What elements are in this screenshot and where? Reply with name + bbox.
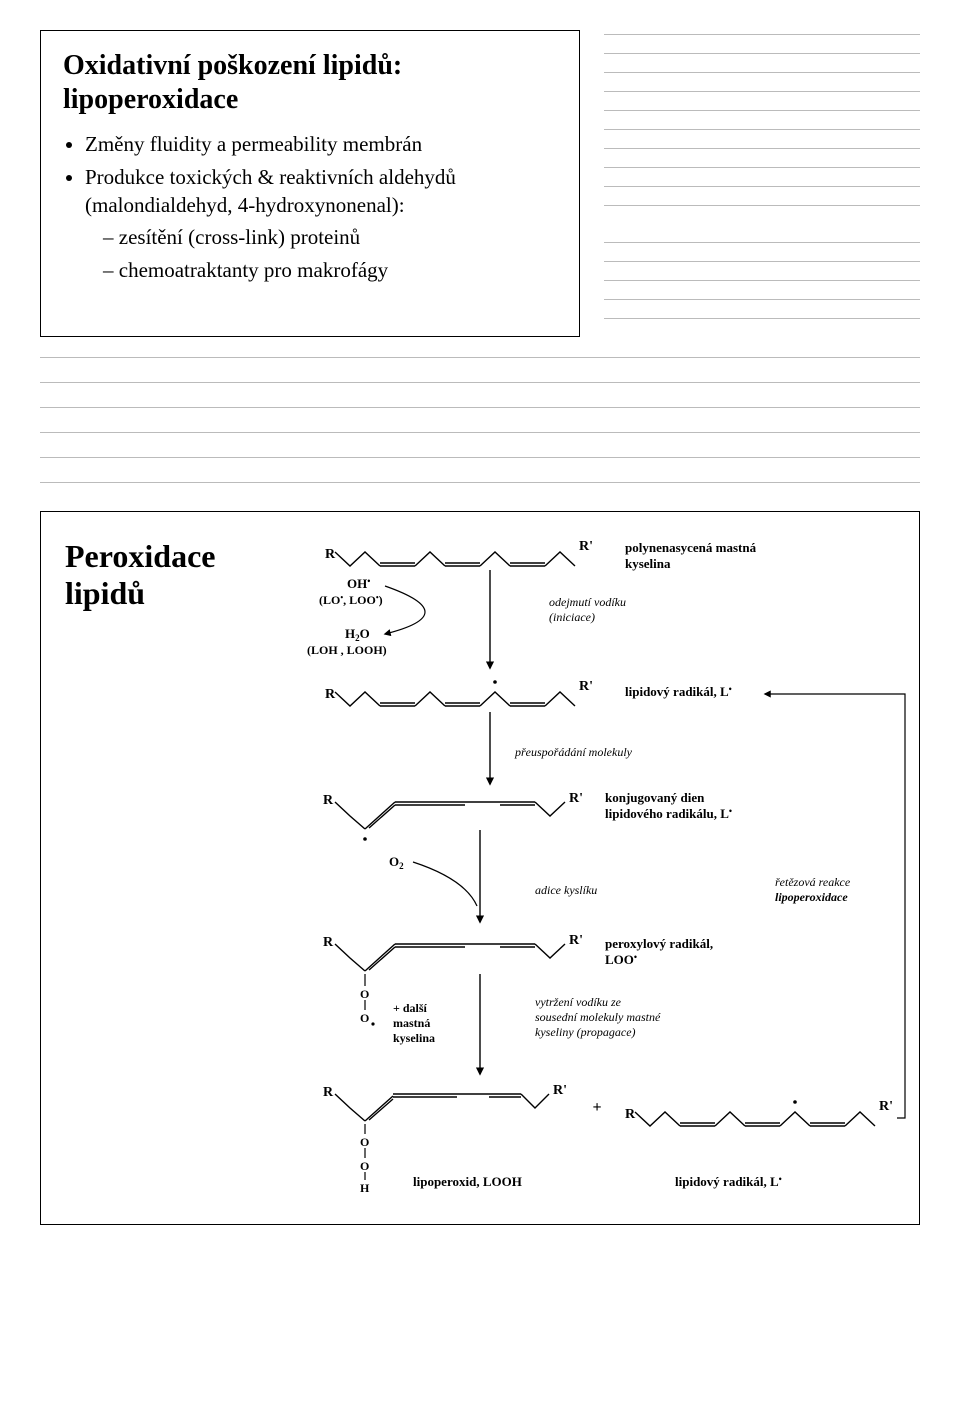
bullet-list: Změny fluidity a permeability membrán Pr… [85, 130, 557, 284]
note-line [604, 110, 920, 111]
title-line1: Oxidativní poškození lipidů: [63, 50, 402, 81]
sub-bullet-2: chemoatraktanty pro makrofágy [103, 256, 557, 284]
svg-text:R: R [323, 793, 334, 808]
svg-text:R: R [625, 1107, 636, 1122]
svg-text:R: R [323, 935, 334, 950]
svg-text:mastná: mastná [393, 1016, 430, 1030]
svg-text:LOO•: LOO• [605, 952, 637, 967]
svg-text:R': R' [553, 1083, 567, 1098]
svg-text:lipidový radikál, L•: lipidový radikál, L• [675, 1174, 782, 1189]
svg-text:R: R [325, 687, 336, 702]
note-line-full [40, 482, 920, 483]
title: Oxidativní poškození lipidů: lipoperoxid… [63, 49, 557, 116]
bullet-1: Změny fluidity a permeability membrán [85, 130, 557, 158]
note-line-full [40, 457, 920, 458]
svg-text:lipoperoxidace: lipoperoxidace [775, 890, 848, 904]
r-label: R [325, 547, 336, 562]
svg-text:+: + [592, 1099, 601, 1116]
note-line-full [40, 382, 920, 383]
svg-text:sousední molekuly mastné: sousední molekuly mastné [535, 1010, 661, 1024]
note-line [604, 299, 920, 300]
svg-text:kyselina: kyselina [393, 1031, 435, 1045]
rp-label: R' [579, 539, 593, 554]
title-line2: lipoperoxidace [63, 84, 238, 115]
svg-text:+ další: + další [393, 1001, 428, 1015]
svg-text:R': R' [569, 791, 583, 806]
svg-text:R': R' [879, 1099, 893, 1114]
svg-text:O2: O2 [389, 854, 404, 871]
bullet-2: Produkce toxických & reaktivních aldehyd… [85, 163, 557, 284]
diagram-svg-wrap: R R' polynenasycená mastná kyselina OH• … [265, 534, 925, 1204]
rearr-label: přeuspořádání molekuly [514, 745, 633, 759]
svg-text:H: H [360, 1181, 370, 1195]
lipid-radical-label: lipidový radikál, L• [625, 684, 732, 699]
svg-text:peroxylový radikál,: peroxylový radikál, [605, 936, 713, 951]
note-line [604, 167, 920, 168]
note-line [604, 148, 920, 149]
diagram-title: Peroxidace lipidů [65, 534, 255, 1204]
oh-label: OH• [347, 576, 370, 591]
diagram-box: Peroxidace lipidů [40, 511, 920, 1225]
svg-text:adice kyslíku: adice kyslíku [535, 883, 597, 897]
note-line-full [40, 357, 920, 358]
sub-bullets: zesítění (cross-link) proteinů chemoatra… [103, 223, 557, 284]
note-line-full [40, 432, 920, 433]
svg-text:vytržení vodíku ze: vytržení vodíku ze [535, 995, 622, 1009]
note-line-full [40, 407, 920, 408]
svg-text:kyseliny (propagace): kyseliny (propagace) [535, 1025, 636, 1039]
svg-text:řetězová reakce: řetězová reakce [775, 875, 851, 889]
loh-looh-label: (LOH , LOOH) [307, 643, 387, 657]
note-line [604, 129, 920, 130]
svg-text:O: O [360, 1159, 369, 1173]
sub-bullet-1: zesítění (cross-link) proteinů [103, 223, 557, 251]
svg-text:O: O [360, 1011, 369, 1025]
note-line [604, 72, 920, 73]
svg-text:konjugovaný dien: konjugovaný dien [605, 790, 705, 805]
note-gap [604, 224, 920, 242]
svg-text:O: O [360, 1135, 369, 1149]
svg-text:lipidového radikálu, L•: lipidového radikálu, L• [605, 806, 732, 821]
note-line [604, 186, 920, 187]
note-line [604, 318, 920, 319]
svg-text:R: R [323, 1085, 334, 1100]
peroxidation-diagram: R R' polynenasycená mastná kyselina OH• … [265, 534, 925, 1204]
content-box: Oxidativní poškození lipidů: lipoperoxid… [40, 30, 580, 337]
note-line [604, 53, 920, 54]
lo-loo-label: (LO•, LOO•) [319, 593, 383, 607]
svg-text:O: O [360, 987, 369, 1001]
note-line [604, 261, 920, 262]
pufa-label2: kyselina [625, 556, 671, 571]
pufa-label1: polynenasycená mastná [625, 540, 757, 555]
note-lines-right [604, 30, 920, 337]
svg-text:R': R' [569, 933, 583, 948]
note-line [604, 280, 920, 281]
page: Oxidativní poškození lipidů: lipoperoxid… [0, 0, 960, 1265]
svg-text:lipoperoxid, LOOH: lipoperoxid, LOOH [413, 1174, 522, 1189]
note-line [604, 34, 920, 35]
note-line [604, 91, 920, 92]
hremoval-label: odejmutí vodíku [549, 595, 626, 609]
note-line [604, 205, 920, 206]
h2o-label: H2O [345, 626, 370, 643]
note-line [604, 242, 920, 243]
note-lines-full [40, 357, 920, 483]
initiation-label: (iniciace) [549, 610, 595, 624]
top-area: Oxidativní poškození lipidů: lipoperoxid… [40, 30, 920, 337]
svg-text:R': R' [579, 679, 593, 694]
